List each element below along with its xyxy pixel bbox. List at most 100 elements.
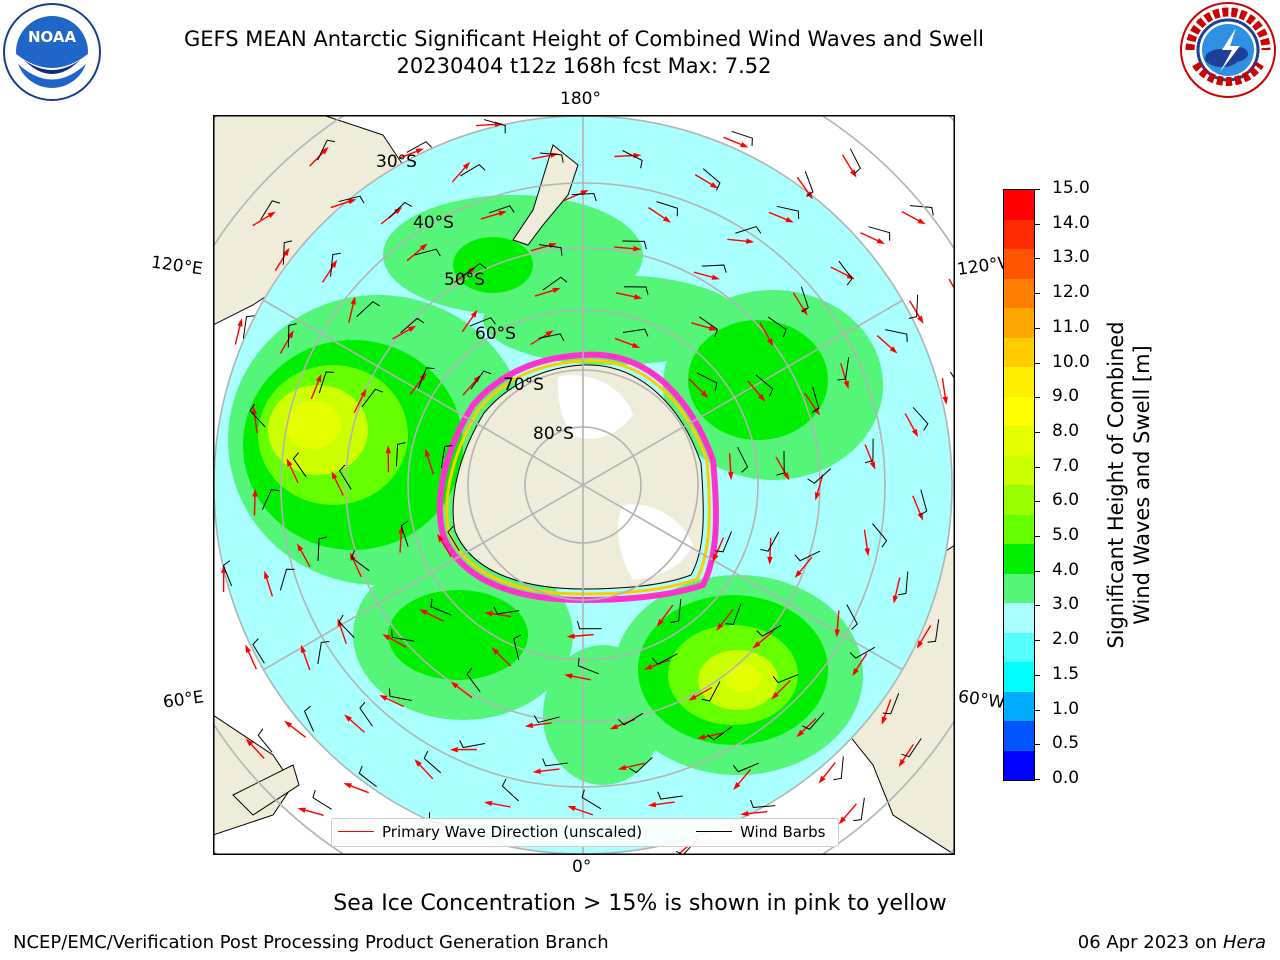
polar-map bbox=[213, 115, 955, 855]
wave-direction-arrow bbox=[841, 803, 857, 822]
colorbar-segment bbox=[1004, 691, 1034, 721]
wind-barb bbox=[811, 387, 820, 413]
colorbar-tick-label: 4.0 bbox=[1052, 559, 1080, 580]
wind-barb bbox=[356, 301, 380, 318]
wind-barb bbox=[885, 329, 908, 343]
wind-barb bbox=[898, 571, 909, 596]
wave-direction-arrow bbox=[537, 768, 560, 773]
wind-barb bbox=[882, 693, 900, 715]
wave-direction-arrow bbox=[534, 288, 557, 297]
wave-direction-arrow bbox=[386, 635, 407, 648]
wind-barb bbox=[872, 523, 888, 548]
map-title: GEFS MEAN Antarctic Significant Height o… bbox=[183, 27, 985, 51]
wind-barb bbox=[707, 726, 732, 741]
wave-direction-arrow bbox=[694, 174, 715, 187]
wave-arrow-head bbox=[917, 315, 924, 324]
wave-arrow-head bbox=[462, 161, 471, 170]
wave-arrow-head bbox=[609, 723, 619, 730]
wind-barb bbox=[750, 799, 776, 808]
wave-direction-arrow bbox=[841, 154, 855, 174]
wave-arrow-head bbox=[843, 380, 849, 390]
wave-arrow-head bbox=[524, 722, 534, 729]
wind-barb bbox=[539, 152, 564, 163]
wave-arrow-head bbox=[916, 640, 924, 649]
wave-direction-arrow bbox=[451, 164, 468, 183]
land-new-zealand bbox=[512, 144, 579, 246]
wave-arrow-head bbox=[491, 647, 500, 655]
lon-label-0: 0° bbox=[572, 857, 592, 877]
wave-direction-arrow bbox=[310, 378, 321, 400]
wave-arrow-head bbox=[889, 346, 898, 354]
wave-arrow-head bbox=[548, 242, 558, 249]
wave-arrow-head bbox=[767, 556, 773, 565]
colorbar-label-line2: Wind Waves and Swell [m] bbox=[1130, 345, 1154, 625]
wind-barb bbox=[460, 163, 486, 177]
colorbar-segment bbox=[1004, 455, 1034, 485]
wave-direction-arrow bbox=[615, 292, 638, 299]
wind-barb bbox=[414, 248, 441, 257]
wave-direction-arrow bbox=[392, 327, 413, 340]
wave-direction-arrow bbox=[904, 413, 917, 434]
colorbar-segment bbox=[1004, 426, 1034, 456]
wave-direction-arrow bbox=[348, 301, 355, 323]
wave-arrow-head bbox=[633, 246, 642, 252]
colorbar-tick-mark bbox=[1034, 431, 1040, 433]
wave-arrow-head bbox=[752, 641, 761, 649]
wave-arrow-head bbox=[864, 548, 870, 557]
wave-direction-arrow bbox=[918, 625, 932, 645]
wave-arrow-head bbox=[740, 810, 749, 817]
wave-arrow-head bbox=[252, 488, 258, 497]
lat-label-50s: 50°S bbox=[444, 270, 485, 290]
colorbar-tick-mark bbox=[1034, 674, 1040, 676]
wind-barb bbox=[292, 452, 307, 478]
wave-arrow-head bbox=[245, 644, 251, 653]
wave-arrow-head bbox=[771, 691, 779, 700]
map-subtitle: 20230404 t12z 168h fcst Max: 7.52 bbox=[396, 54, 772, 78]
wave-direction-arrow bbox=[900, 744, 914, 764]
wave-direction-arrow bbox=[863, 529, 869, 552]
wave-direction-arrow bbox=[333, 475, 344, 496]
wind-barb bbox=[539, 244, 563, 256]
wave-direction-arrow bbox=[796, 176, 811, 196]
wind-barb bbox=[833, 756, 844, 781]
wind-barb bbox=[461, 263, 487, 277]
colorbar-tick-mark bbox=[1034, 605, 1040, 607]
wave-direction-arrow bbox=[816, 474, 824, 496]
wind-barb bbox=[732, 762, 759, 773]
colorbar-tick-label: 11.0 bbox=[1052, 316, 1090, 337]
wave-direction-arrow bbox=[901, 211, 922, 223]
wave-arrow-head bbox=[898, 758, 906, 768]
wave-arrow-head bbox=[349, 552, 356, 561]
wave-arrow-head bbox=[414, 759, 422, 767]
sea-ice-caption: Sea Ice Concentration > 15% is shown in … bbox=[333, 891, 947, 916]
wave-direction-arrow bbox=[302, 808, 324, 816]
wave-direction-arrow bbox=[614, 246, 637, 250]
noaa-logo: NOAA bbox=[3, 3, 101, 101]
wind-barb bbox=[772, 673, 799, 684]
wave-arrow-head bbox=[237, 318, 243, 327]
wind-barb bbox=[501, 778, 519, 802]
wave-direction-arrow bbox=[480, 212, 503, 220]
wave-direction-arrow bbox=[909, 300, 922, 320]
wave-arrow-head bbox=[407, 325, 417, 332]
wave-direction-arrow bbox=[489, 612, 512, 618]
wind-barb bbox=[804, 171, 814, 198]
wind-barb bbox=[909, 205, 934, 216]
wave-direction-arrow bbox=[718, 609, 734, 628]
wave-direction-arrow bbox=[309, 149, 326, 167]
wave-direction-arrow bbox=[614, 337, 636, 347]
wave-direction-arrow bbox=[830, 266, 851, 278]
wave-direction-arrow bbox=[759, 322, 772, 343]
wave-direction-arrow bbox=[692, 686, 713, 699]
wave-arrow-head bbox=[284, 720, 293, 728]
wave-arrow-head bbox=[331, 471, 338, 480]
wind-barb bbox=[577, 657, 599, 675]
wave-arrow-head bbox=[647, 801, 657, 808]
colorbar-tick-mark bbox=[1034, 466, 1040, 468]
wave-direction-arrow bbox=[298, 547, 311, 568]
wave-arrow-head bbox=[398, 525, 404, 534]
wind-barb bbox=[701, 264, 727, 273]
colorbar-tick-label: 10.0 bbox=[1052, 351, 1090, 372]
wave-direction-arrow bbox=[768, 211, 790, 222]
wave-arrow-head bbox=[532, 768, 541, 774]
